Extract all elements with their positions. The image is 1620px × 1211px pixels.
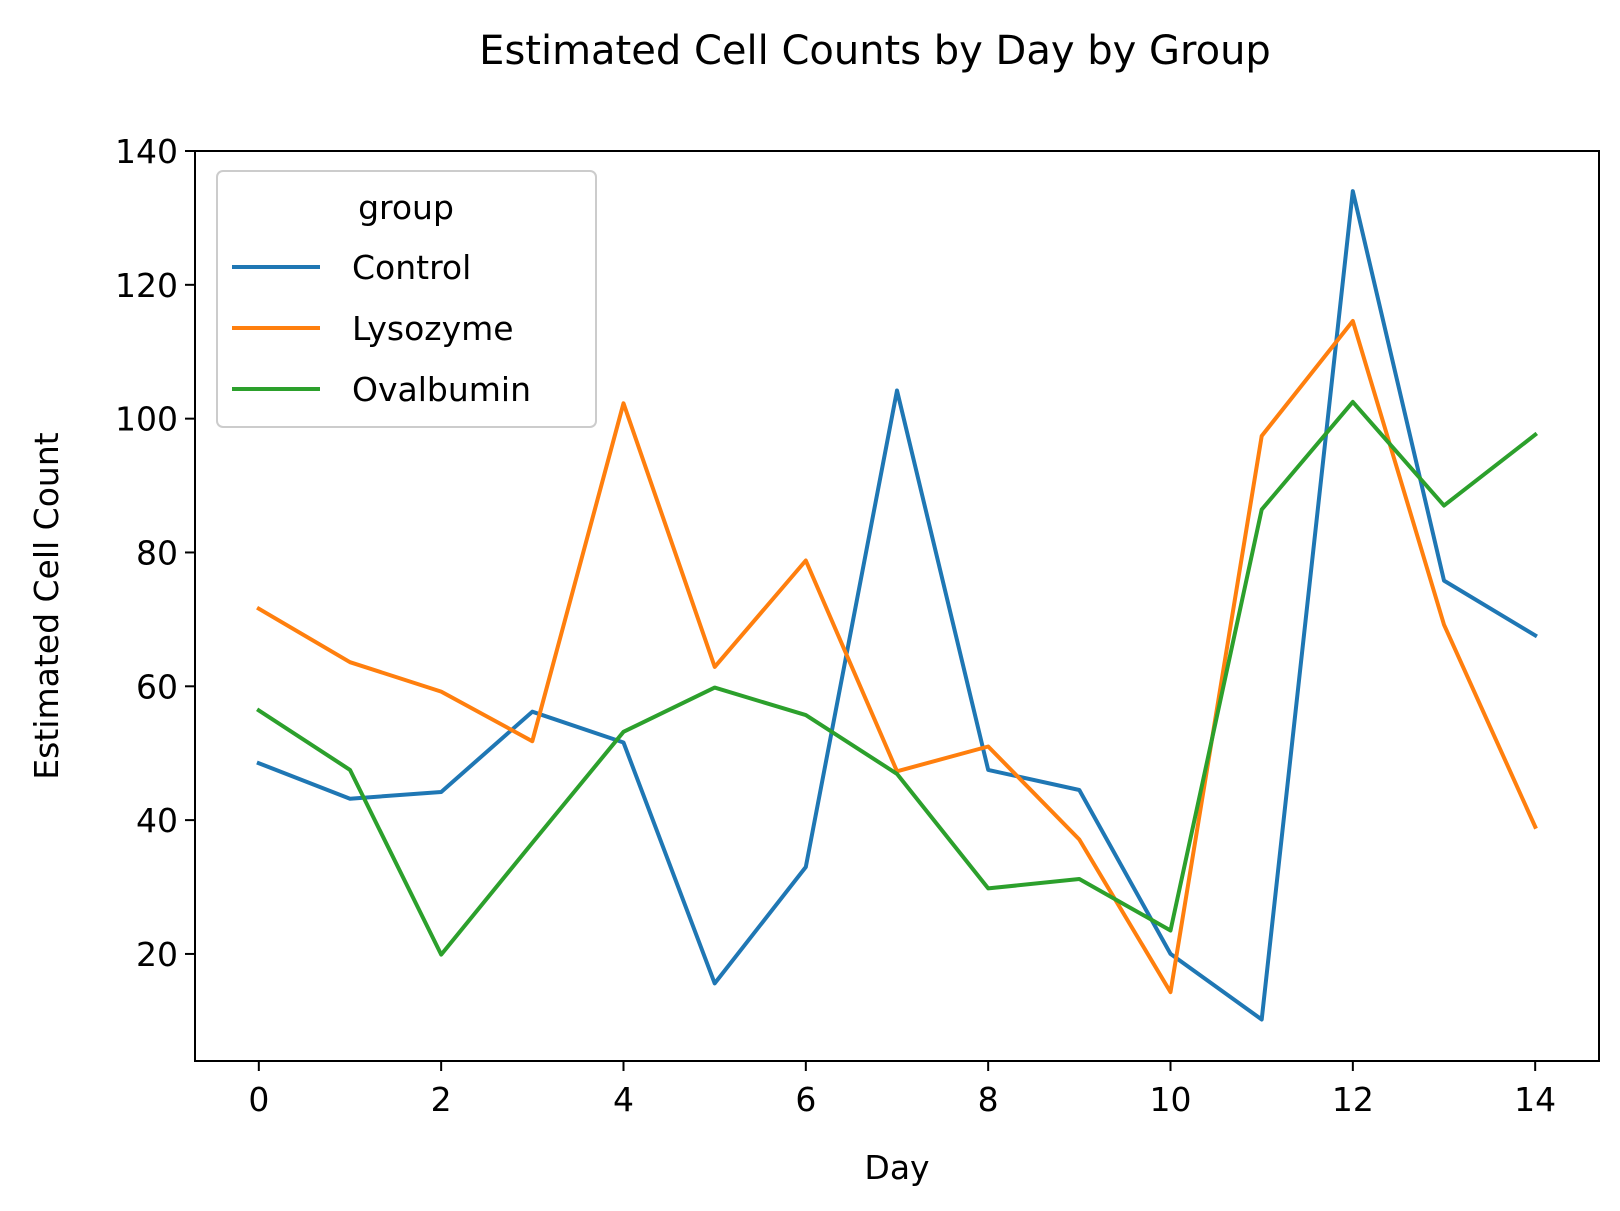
- plot-frame: [194, 150, 1600, 1062]
- y-tick-label: 140: [115, 132, 178, 171]
- x-axis-label: Day: [864, 1148, 929, 1187]
- legend-label-ovalbumin: Ovalbumin: [352, 370, 531, 409]
- x-tick-label: 6: [795, 1080, 816, 1119]
- legend-entries: Control Lysozyme Ovalbumin: [232, 248, 531, 409]
- x-tick-label: 12: [1332, 1080, 1374, 1119]
- y-tick-label: 40: [136, 801, 178, 840]
- x-tick-label: 4: [613, 1080, 634, 1119]
- y-axis-label: Estimated Cell Count: [27, 432, 66, 779]
- series-line-control: [256, 189, 1538, 1022]
- x-tick-label: 14: [1514, 1080, 1556, 1119]
- legend-title: group: [358, 188, 454, 227]
- y-tick-label: 80: [136, 533, 178, 572]
- x-tick-label: 10: [1150, 1080, 1192, 1119]
- y-tick-label: 20: [136, 935, 178, 974]
- x-tick-label: 8: [978, 1080, 999, 1119]
- series-line-lysozyme: [256, 319, 1538, 995]
- legend-box: [216, 170, 597, 428]
- chart-title: Estimated Cell Counts by Day by Group: [479, 28, 1271, 74]
- plot-area: 0 2 4 6 8 10 12 14 20 40 60 80 100 120 140: [115, 132, 1600, 1119]
- legend-label-control: Control: [352, 248, 471, 287]
- legend-label-lysozyme: Lysozyme: [352, 309, 514, 348]
- series-line-ovalbumin: [256, 399, 1539, 957]
- legend: group Control Lysozyme Ovalbumin: [216, 170, 597, 428]
- y-axis: 20 40 60 80 100 120 140: [115, 132, 195, 974]
- x-tick-label: 0: [248, 1080, 269, 1119]
- x-tick-label: 2: [431, 1080, 452, 1119]
- y-tick-label: 120: [115, 266, 178, 305]
- x-axis: 0 2 4 6 8 10 12 14: [248, 1061, 1556, 1119]
- y-tick-label: 100: [115, 400, 178, 439]
- series-lines: [256, 189, 1539, 1022]
- y-tick-label: 60: [136, 667, 178, 706]
